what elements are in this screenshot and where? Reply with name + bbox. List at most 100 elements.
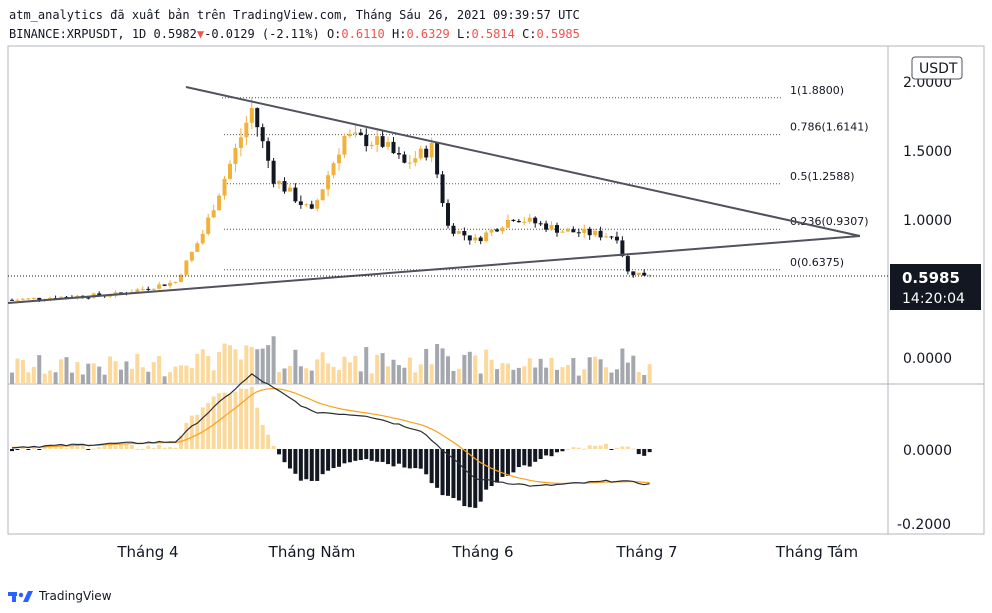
volume-bar [342,356,347,384]
volume-bar [20,360,25,384]
volume-bar [287,366,292,384]
candle-body [484,232,489,242]
macd-histogram-bar [10,449,14,452]
macd-histogram-bar [429,449,434,484]
candle-body [555,225,559,233]
time-axis[interactable]: Tháng 4 Tháng Năm Tháng 6 Tháng 7 Tháng … [116,543,858,561]
volume-bar [500,363,505,384]
x-tick: Tháng 4 [116,543,178,561]
macd-histogram-bar [15,449,20,450]
macd-histogram-bar [309,449,314,481]
candle-body [244,122,249,138]
candle-body [386,141,391,147]
macd-histogram-bar [582,448,587,450]
candle-body [582,228,587,233]
volume-bar [380,353,385,384]
candle-body [413,158,418,163]
macd-histogram-bar [604,443,609,449]
volume-bar [162,376,167,384]
candle-body [614,236,619,241]
macd-histogram-bar [598,445,603,449]
macd-histogram-bar [522,449,527,466]
volume-bar [511,369,516,384]
volume-bar [53,372,58,384]
volume-bar [527,358,532,384]
macd-histogram-bar [189,415,194,449]
candle-body [560,231,565,233]
macd-line [11,373,650,487]
high-value: 0.6329 [406,27,450,41]
fibonacci-retracement: 1(1.8800) 0.786(1.6141) 0.5(1.2588) 0.236(0… [222,84,869,271]
candle-body [593,230,598,236]
macd-histogram-bar [195,414,200,449]
volume-bars [10,336,652,384]
volume-bar [544,367,549,384]
volume-bar [533,367,538,384]
volume-bar [571,358,576,384]
macd-histogram-bar [86,449,91,450]
volume-bar [184,365,189,384]
candle-body [331,163,336,176]
macd-histogram-bar [206,403,211,449]
volume-bar [451,370,456,384]
volume-bar [173,366,178,384]
candle-body [642,272,647,276]
volume-bar [386,366,391,384]
x-tick: Tháng 7 [615,543,677,561]
volume-bar [598,359,603,384]
volume-bar [309,370,314,384]
candle-body [282,181,287,192]
volume-bar [522,366,527,384]
macd-histogram-bar [91,448,96,450]
macd-histogram-bar [358,449,363,461]
candle-body [380,136,385,147]
volume-bar [217,352,222,384]
tradingview-footer[interactable]: TradingView [8,589,112,603]
price-change: -0.0129 (-2.11%) [204,27,320,41]
candle-body [364,134,369,147]
candle-body [407,162,412,164]
volume-bar [10,372,14,384]
volume-bar [189,368,194,384]
macd-histogram-bar [337,449,341,467]
candle-body [168,282,173,286]
macd-histogram [10,386,652,508]
price-label: 0.5985 14:20:04 [890,264,981,310]
volume-bar [315,359,320,384]
countdown-value: 14:20:04 [902,291,965,307]
macd-histogram-bar [140,448,145,450]
triangle-trendlines[interactable] [7,86,861,304]
candle-body [217,195,222,211]
y-tick: 1.5000 [903,144,952,160]
volume-bar [48,370,53,384]
volume-bar [135,353,140,384]
volume-bar [124,361,129,384]
candle-body [424,148,429,158]
candle-body [396,153,401,155]
macd-histogram-bar [315,449,320,481]
lower-trendline[interactable] [7,235,861,304]
volume-bar [516,367,521,384]
macd-histogram-bar [53,445,58,449]
volume-bar [244,345,249,384]
volume-bar [582,369,587,384]
candle-body [86,297,91,299]
macd-histogram-bar [26,449,31,450]
upper-trendline[interactable] [185,86,861,237]
candle-body [620,240,625,257]
volume-bar [478,373,483,384]
macd-histogram-bar [391,449,396,467]
candle-body [511,219,516,221]
currency-badge[interactable]: USDT [911,56,963,80]
volume-bar [249,347,254,384]
candle-body [97,293,102,296]
candle-body [522,221,527,223]
candle-body [473,237,478,241]
macd-histogram-bar [304,449,309,480]
candle-body [189,251,194,261]
candlesticks [10,97,652,303]
volume-bar [424,348,429,384]
volume-bar [560,367,565,384]
volume-bar [293,349,298,384]
